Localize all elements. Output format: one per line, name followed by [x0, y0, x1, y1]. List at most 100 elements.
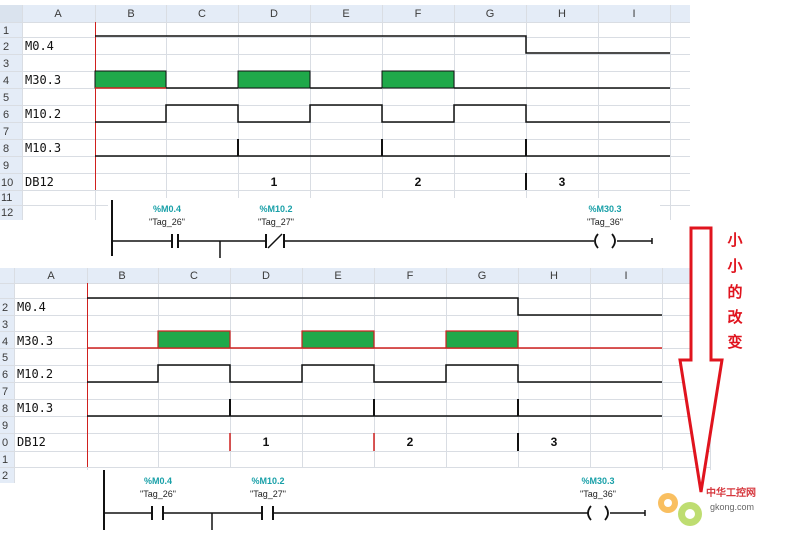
- bottom-col-D[interactable]: D: [262, 270, 270, 282]
- bottom-col-E[interactable]: E: [334, 270, 341, 282]
- top-contact2-tag: "Tag_27": [258, 217, 294, 227]
- bottom-coil-tag: "Tag_36": [580, 489, 616, 499]
- top-db12-value-3: 3: [559, 175, 566, 189]
- top-signal-m0-4: M0.4: [25, 39, 54, 53]
- top-signal-m10-2: M10.2: [25, 107, 61, 121]
- bottom-col-F[interactable]: F: [407, 270, 414, 282]
- top-row-6[interactable]: 6: [3, 109, 9, 121]
- top-m30-3-pulse-2: [237, 70, 311, 89]
- bottom-row-12[interactable]: 2: [2, 470, 8, 482]
- bottom-m30-3-pulse-2: [301, 330, 375, 349]
- bottom-sheet: A B C D E F G H I J 2 3 4 5 6 7 8 9 0 1 …: [0, 268, 711, 483]
- top-signal-m10-3: M10.3: [25, 141, 61, 155]
- watermark-url: gkong.com: [710, 502, 754, 512]
- top-wave-m0-4: [95, 35, 670, 54]
- bottom-contact1-address: %M0.4: [144, 476, 172, 486]
- bottom-signal-db12: DB12: [17, 435, 46, 449]
- top-ladder-panel: [108, 198, 660, 258]
- bottom-col-A[interactable]: A: [47, 270, 55, 282]
- bottom-db12-value-1: 1: [263, 435, 270, 449]
- top-row-12[interactable]: 12: [1, 207, 13, 219]
- bottom-grid-vertical: [14, 268, 711, 483]
- bottom-contact2-address: %M10.2: [251, 476, 284, 486]
- top-ladder-rung: %M0.4 "Tag_26" %M10.2 "Tag_27" %M30.3 "T…: [108, 198, 660, 258]
- annotation-char-3: 的: [727, 283, 742, 301]
- bottom-row-5[interactable]: 5: [2, 352, 8, 364]
- top-coil-tag: "Tag_36": [587, 217, 623, 227]
- top-m30-3-pulse-1: [94, 70, 167, 89]
- watermark-logo: 中华工控网 gkong.com: [658, 486, 756, 526]
- top-col-H[interactable]: H: [558, 8, 566, 20]
- bottom-row-7[interactable]: 7: [2, 386, 8, 398]
- top-row-2[interactable]: 2: [3, 41, 9, 53]
- top-row-11[interactable]: 11: [1, 192, 12, 204]
- bottom-m30-3-pulse-3: [445, 330, 519, 349]
- bottom-wave-m0-4: [87, 297, 662, 316]
- bottom-grid-horizontal: [0, 283, 710, 468]
- top-db12-value-2: 2: [415, 175, 422, 189]
- top-contact1-tag: "Tag_26": [149, 217, 185, 227]
- bottom-col-C[interactable]: C: [190, 270, 198, 282]
- bottom-row-11[interactable]: 1: [2, 454, 8, 466]
- bottom-db12-value-3: 3: [551, 435, 558, 449]
- top-col-G[interactable]: G: [486, 8, 495, 20]
- bottom-row-4[interactable]: 4: [2, 336, 8, 348]
- bottom-contact1-tag: "Tag_26": [140, 489, 176, 499]
- top-select-all[interactable]: [0, 5, 22, 22]
- top-row-5[interactable]: 5: [3, 92, 9, 104]
- bottom-row-9[interactable]: 9: [2, 420, 8, 432]
- top-contact1-address: %M0.4: [153, 204, 181, 214]
- top-row-9[interactable]: 9: [3, 160, 9, 172]
- top-col-D[interactable]: D: [270, 8, 278, 20]
- annotation-note: 小 小 的 改 变: [727, 231, 743, 351]
- top-column-header-bar: [0, 5, 690, 22]
- down-arrow-icon: [678, 226, 724, 493]
- top-signal-db12: DB12: [25, 175, 54, 189]
- bottom-col-G[interactable]: G: [478, 270, 487, 282]
- bottom-wave-m10-3: [87, 399, 662, 417]
- top-col-B[interactable]: B: [127, 8, 134, 20]
- bottom-col-H[interactable]: H: [550, 270, 558, 282]
- bottom-signal-m0-4: M0.4: [17, 300, 46, 314]
- top-coil-left[interactable]: [594, 233, 599, 249]
- bottom-contact2-tag: "Tag_27": [250, 489, 286, 499]
- bottom-col-I[interactable]: I: [624, 270, 627, 282]
- bottom-signal-m10-2: M10.2: [17, 367, 53, 381]
- bottom-row-2[interactable]: 2: [2, 302, 8, 314]
- bottom-row-8[interactable]: 8: [2, 403, 8, 415]
- bottom-coil-right[interactable]: [604, 505, 609, 521]
- top-row-1[interactable]: 1: [3, 25, 9, 37]
- annotation-char-4: 改: [727, 308, 743, 326]
- top-col-I[interactable]: I: [632, 8, 635, 20]
- top-row-4[interactable]: 4: [3, 75, 9, 87]
- top-grid-horizontal: [0, 22, 690, 206]
- top-row-3[interactable]: 3: [3, 58, 9, 70]
- bottom-column-header-bar: [0, 268, 710, 283]
- annotation-char-5: 变: [727, 333, 742, 351]
- bottom-row-6[interactable]: 6: [2, 369, 8, 381]
- annotation-char-1: 小: [727, 231, 742, 249]
- top-row-8[interactable]: 8: [3, 143, 9, 155]
- top-coil-address: %M30.3: [588, 204, 621, 214]
- bottom-coil-address: %M30.3: [581, 476, 614, 486]
- top-signal-m30-3: M30.3: [25, 73, 61, 87]
- top-wave-m10-3: [95, 139, 670, 157]
- top-coil-right[interactable]: [611, 233, 616, 249]
- top-col-C[interactable]: C: [198, 8, 206, 20]
- top-row-7[interactable]: 7: [3, 126, 9, 138]
- bottom-col-B[interactable]: B: [118, 270, 125, 282]
- bottom-m30-3-pulse-1: [157, 330, 231, 349]
- top-col-E[interactable]: E: [342, 8, 349, 20]
- top-wave-m10-2: [95, 104, 670, 123]
- bottom-row-3[interactable]: 3: [2, 319, 8, 331]
- top-col-F[interactable]: F: [415, 8, 422, 20]
- bottom-row-10[interactable]: 0: [2, 437, 8, 449]
- top-contact-m10-2-negation: [267, 233, 283, 249]
- top-col-A[interactable]: A: [54, 8, 62, 20]
- top-contact2-address: %M10.2: [259, 204, 292, 214]
- top-row-10[interactable]: 10: [1, 177, 13, 189]
- bottom-ladder-rung: %M0.4 "Tag_26" %M10.2 "Tag_27" %M30.3 "T…: [96, 468, 656, 538]
- top-db12-value-1: 1: [271, 175, 278, 189]
- bottom-coil-left[interactable]: [587, 505, 592, 521]
